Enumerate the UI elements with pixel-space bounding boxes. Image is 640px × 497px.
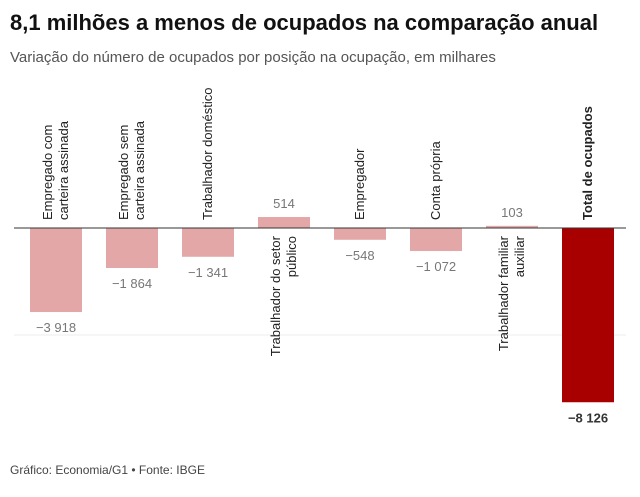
category-label: Trabalhador familiarauxiliar bbox=[496, 235, 527, 351]
bar bbox=[182, 228, 234, 257]
bar bbox=[30, 228, 82, 313]
chart-title: 8,1 milhões a menos de ocupados na compa… bbox=[10, 10, 598, 35]
value-label: −548 bbox=[345, 248, 374, 263]
category-label: Conta própria bbox=[428, 141, 443, 221]
category-label: Trabalhador do setorpúblico bbox=[268, 235, 299, 356]
source: Gráfico: Economia/G1 • Fonte: IBGE bbox=[10, 463, 205, 477]
category-label: Total de ocupados bbox=[580, 106, 595, 220]
bar bbox=[334, 228, 386, 240]
bar bbox=[486, 225, 538, 229]
bar bbox=[258, 217, 310, 229]
category-label: Empregador bbox=[352, 148, 367, 220]
bar bbox=[562, 228, 614, 403]
value-label: −8 126 bbox=[568, 410, 608, 425]
value-label: −1 341 bbox=[188, 265, 228, 280]
bar bbox=[410, 228, 462, 252]
chart-subtitle: Variação do número de ocupados por posiç… bbox=[10, 49, 496, 66]
value-label: 514 bbox=[273, 196, 295, 211]
value-label: −1 072 bbox=[416, 259, 456, 274]
category-label: Empregado semcarteira assinada bbox=[116, 120, 147, 220]
category-label: Trabalhador doméstico bbox=[200, 88, 215, 220]
bar bbox=[106, 228, 158, 269]
value-label: −3 918 bbox=[36, 320, 76, 335]
category-label: Empregado comcarteira assinada bbox=[40, 120, 71, 220]
value-label: −1 864 bbox=[112, 276, 152, 291]
value-label: 103 bbox=[501, 205, 523, 220]
